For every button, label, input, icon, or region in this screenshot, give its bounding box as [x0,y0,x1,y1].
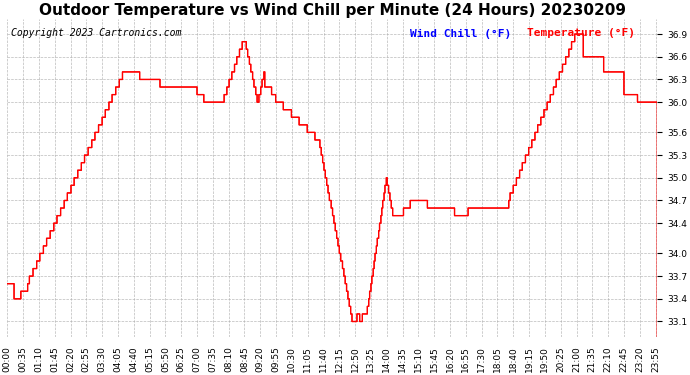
Text: Copyright 2023 Cartronics.com: Copyright 2023 Cartronics.com [10,28,181,39]
Text: Wind Chill (°F): Wind Chill (°F) [411,28,511,39]
Text: Temperature (°F): Temperature (°F) [527,28,635,39]
Title: Outdoor Temperature vs Wind Chill per Minute (24 Hours) 20230209: Outdoor Temperature vs Wind Chill per Mi… [39,3,626,18]
